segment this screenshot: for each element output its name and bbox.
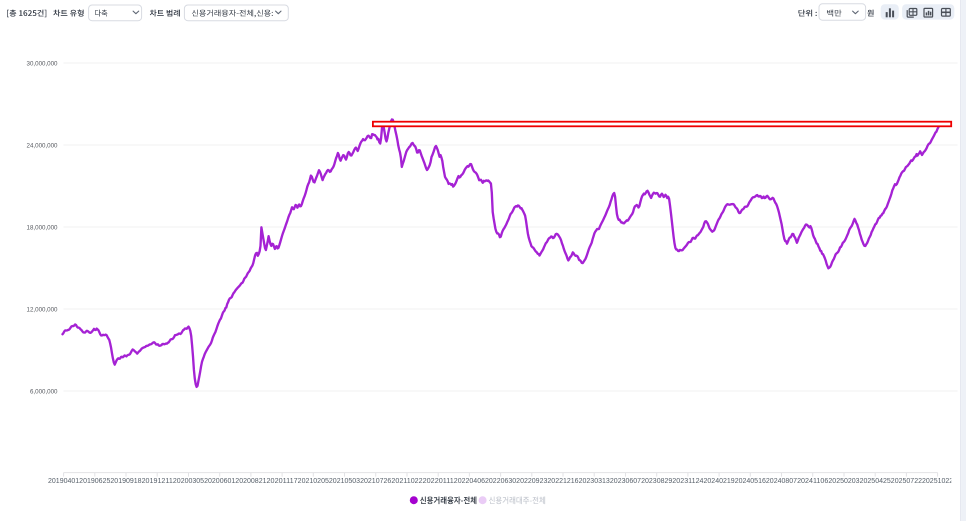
svg-text:20230313: 20230313 [579,478,610,485]
svg-text:20210205: 20210205 [298,478,329,485]
svg-text:20220923: 20220923 [516,478,547,485]
svg-text:20251022: 20251022 [922,478,953,485]
svg-text:20190918: 20190918 [110,478,141,485]
svg-text:20200601: 20200601 [204,478,235,485]
svg-text:30,000,000: 30,000,000 [27,60,59,67]
svg-text:20191211: 20191211 [142,478,173,485]
svg-text:20241106: 20241106 [797,478,828,485]
svg-text:20240219: 20240219 [704,478,735,485]
svg-text:20220111: 20220111 [423,478,454,485]
svg-text:20210726: 20210726 [360,478,391,485]
svg-text:20200821: 20200821 [235,478,266,485]
svg-text:18,000,000: 18,000,000 [27,224,59,231]
svg-text:20220406: 20220406 [454,478,485,485]
svg-text:20230829: 20230829 [641,478,672,485]
svg-text:12,000,000: 12,000,000 [27,306,59,313]
svg-text:20190625: 20190625 [79,478,110,485]
svg-text:20211022: 20211022 [391,478,422,485]
svg-text:24,000,000: 24,000,000 [27,142,59,149]
svg-text:20240516: 20240516 [735,478,766,485]
svg-text:20250722: 20250722 [891,478,922,485]
svg-text:20240807: 20240807 [766,478,797,485]
svg-text:6,000,000: 6,000,000 [30,388,58,395]
svg-text:20190401: 20190401 [48,478,79,485]
svg-text:20210503: 20210503 [329,478,360,485]
svg-text:20231124: 20231124 [672,478,703,485]
svg-text:20250203: 20250203 [828,478,859,485]
svg-text:20221216: 20221216 [547,478,578,485]
svg-text:20230607: 20230607 [610,478,641,485]
svg-text:20250425: 20250425 [860,478,891,485]
svg-text:20200305: 20200305 [173,478,204,485]
svg-text:20201117: 20201117 [267,478,298,485]
svg-text:20220630: 20220630 [485,478,516,485]
